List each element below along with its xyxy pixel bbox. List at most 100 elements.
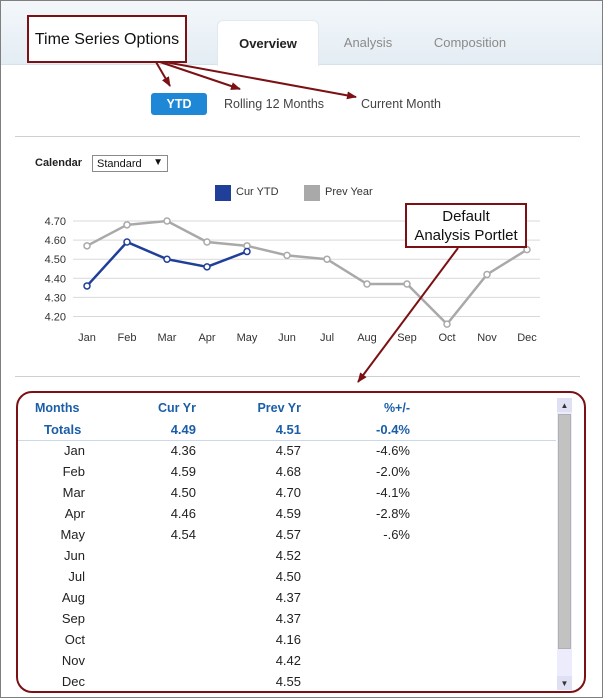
analysis-table: Months Cur Yr Prev Yr %+/- Totals 4.49 4… [18,398,556,692]
arrow-down-icon[interactable]: ▼ [557,676,572,690]
ytd-button[interactable]: YTD [151,93,207,115]
cell-pct-change: -4.6% [376,443,410,458]
table-row[interactable]: Nov 4.42 [18,650,556,671]
data-point-prev-year[interactable] [163,217,171,225]
cell-prev-yr: 4.70 [275,485,301,500]
legend-label-cur-ytd: Cur YTD [236,186,279,198]
table-row[interactable]: May 4.54 4.57 -.6% [18,524,556,545]
tab-overview[interactable]: Overview [217,20,319,66]
cell-pct-change: -2.8% [376,506,410,521]
data-point-prev-year[interactable] [123,221,131,229]
table-row[interactable]: Apr 4.46 4.59 -2.8% [18,503,556,524]
cell-pct-change: -4.1% [376,485,410,500]
column-header-pct-change[interactable]: %+/- [383,401,410,415]
cell-cur-yr: 4.59 [170,464,196,479]
x-tick-label: Feb [118,332,137,344]
annotation-line-1: Default [442,207,490,225]
column-header-months[interactable]: Months [35,401,80,415]
cell-cur-yr: 4.54 [170,527,196,542]
totals-cur-yr: 4.49 [170,422,196,437]
scrollbar-thumb[interactable] [558,414,571,649]
data-point-cur-ytd[interactable] [83,282,91,290]
default-analysis-portlet-annotation: Default Analysis Portlet [405,203,527,248]
totals-label: Totals [44,422,82,437]
data-point-prev-year[interactable] [403,280,411,288]
data-point-prev-year[interactable] [83,242,91,250]
calendar-select[interactable]: Standard ▼ [92,155,168,172]
y-tick-label: 4.50 [45,254,66,266]
tab-composition[interactable]: Composition [433,35,507,50]
table-row[interactable]: Jul 4.50 [18,566,556,587]
analysis-portlet [16,391,586,693]
data-point-cur-ytd[interactable] [203,263,211,271]
dropdown-arrow-icon: ▼ [153,157,163,168]
data-point-prev-year[interactable] [323,255,331,263]
x-tick-label: May [237,332,258,344]
cell-month: May [60,527,85,542]
table-scrollbar[interactable]: ▲ ▼ [557,398,572,690]
table-row[interactable]: Sep 4.37 [18,608,556,629]
rolling-12-months-button[interactable]: Rolling 12 Months [224,97,325,111]
legend-swatch-cur-ytd [215,185,231,201]
cell-prev-yr: 4.52 [275,548,301,563]
cell-month: Jan [64,443,85,458]
cell-prev-yr: 4.37 [275,611,301,626]
y-tick-label: 4.30 [45,292,66,304]
cell-month: Mar [62,485,85,500]
x-tick-label: Jan [78,332,96,344]
time-series-options-annotation: Time Series Options [27,15,187,63]
x-tick-label: Mar [158,332,177,344]
cell-month: Apr [64,506,85,521]
cell-month: Nov [61,653,85,668]
table-row[interactable]: Jun 4.52 [18,545,556,566]
cell-prev-yr: 4.42 [275,653,301,668]
data-point-prev-year[interactable] [283,251,291,260]
legend-swatch-prev-year [304,185,320,201]
data-point-prev-year[interactable] [523,245,531,254]
cell-pct-change: -2.0% [376,464,410,479]
totals-prev-yr: 4.51 [275,422,301,437]
table-row[interactable]: Dec 4.55 [18,671,556,692]
calendar-select-value: Standard [97,157,142,170]
table-row[interactable]: Jan 4.36 4.57 -4.6% [18,440,556,461]
y-tick-label: 4.70 [45,216,66,228]
cell-cur-yr: 4.50 [170,485,196,500]
cell-pct-change: -.6% [383,527,410,542]
cell-cur-yr: 4.36 [170,443,196,458]
cell-cur-yr: 4.46 [170,506,196,521]
arrow-up-icon[interactable]: ▲ [557,398,572,412]
x-tick-label: Dec [517,332,537,344]
x-tick-label: Aug [357,332,377,344]
cell-prev-yr: 4.55 [275,674,301,689]
y-tick-label: 4.20 [45,312,66,324]
data-point-prev-year[interactable] [363,280,371,288]
totals-divider [18,440,556,441]
table-row[interactable]: Aug 4.37 [18,587,556,608]
data-point-prev-year[interactable] [483,270,491,279]
column-header-cur-yr[interactable]: Cur Yr [158,401,196,415]
current-month-button[interactable]: Current Month [361,97,441,111]
cell-prev-yr: 4.50 [275,569,301,584]
cell-prev-yr: 4.59 [275,506,301,521]
column-header-prev-yr[interactable]: Prev Yr [257,401,301,415]
data-point-cur-ytd[interactable] [163,255,171,263]
data-point-cur-ytd[interactable] [123,238,131,246]
cell-prev-yr: 4.68 [275,464,301,479]
table-row[interactable]: Oct 4.16 [18,629,556,650]
divider [15,136,580,137]
series-line-cur-ytd [86,240,248,287]
data-point-prev-year[interactable] [203,238,211,246]
table-row[interactable]: Mar 4.50 4.70 -4.1% [18,482,556,503]
x-tick-label: Sep [397,332,417,344]
cell-month: Sep [61,611,85,626]
table-row[interactable]: Feb 4.59 4.68 -2.0% [18,461,556,482]
data-point-cur-ytd[interactable] [243,247,251,256]
tab-analysis[interactable]: Analysis [343,35,393,50]
x-tick-label: Nov [477,332,497,344]
cell-month: Aug [61,590,85,605]
cell-prev-yr: 4.57 [275,443,301,458]
cell-month: Oct [64,632,85,647]
data-point-prev-year[interactable] [443,320,451,328]
cell-month: Dec [61,674,85,689]
totals-pct-change: -0.4% [376,422,410,437]
